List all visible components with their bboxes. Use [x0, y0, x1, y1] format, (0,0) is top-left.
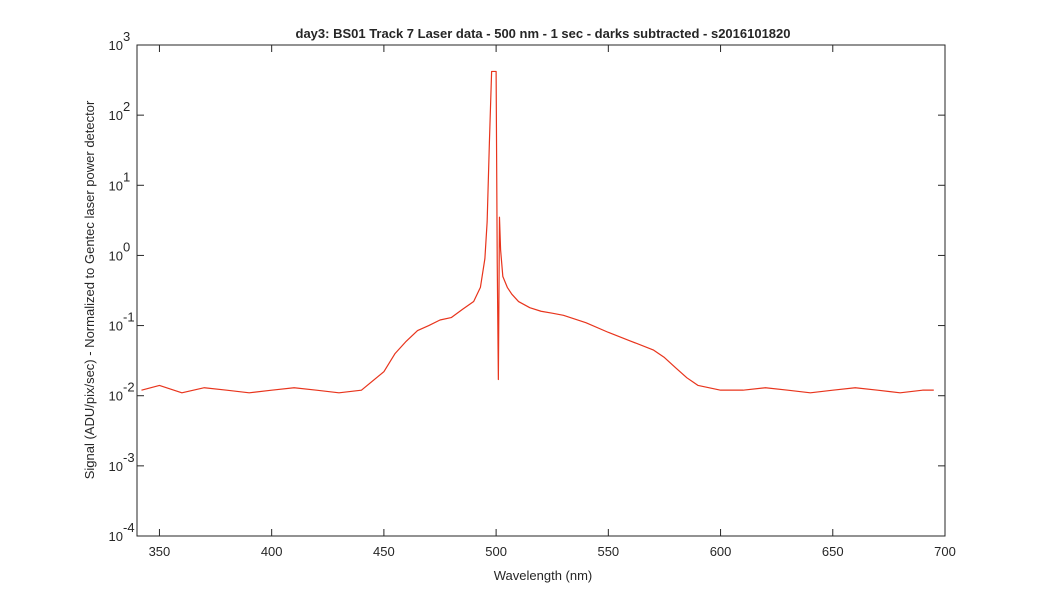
chart-title: day3: BS01 Track 7 Laser data - 500 nm -…: [296, 26, 791, 41]
plot-area: [141, 70, 934, 394]
x-tick-label: 350: [149, 544, 171, 559]
y-tick-label: 10: [109, 529, 123, 544]
series-line-0: [141, 70, 934, 394]
x-tick-label: 500: [485, 544, 507, 559]
y-tick-label: 10: [109, 319, 123, 334]
x-axis-label: Wavelength (nm): [494, 568, 593, 583]
y-tick-exponent: 0: [123, 239, 130, 254]
x-tick-label: 650: [822, 544, 844, 559]
axes-frame: [136, 44, 946, 537]
x-axis: 350 400 450 500 550 600 650 700: [149, 45, 956, 559]
y-tick-exponent: 3: [123, 29, 130, 44]
y-axis-label: Signal (ADU/pix/sec) - Normalized to Gen…: [82, 100, 97, 479]
x-tick-label: 400: [261, 544, 283, 559]
y-tick-label: 10: [109, 459, 123, 474]
y-tick-exponent: -4: [123, 520, 135, 535]
y-tick-label: 10: [109, 38, 123, 53]
y-tick-label: 10: [109, 178, 123, 193]
x-tick-label: 700: [934, 544, 956, 559]
x-tick-label: 450: [373, 544, 395, 559]
y-tick-exponent: 2: [123, 99, 130, 114]
y-tick-label: 10: [109, 389, 123, 404]
x-tick-label: 600: [710, 544, 732, 559]
y-tick-exponent: 1: [123, 169, 130, 184]
y-tick-label: 10: [109, 248, 123, 263]
y-tick-label: 10: [109, 108, 123, 123]
y-tick-exponent: -1: [123, 310, 135, 325]
y-tick-exponent: -3: [123, 450, 135, 465]
y-tick-exponent: -2: [123, 380, 135, 395]
x-tick-label: 550: [597, 544, 619, 559]
